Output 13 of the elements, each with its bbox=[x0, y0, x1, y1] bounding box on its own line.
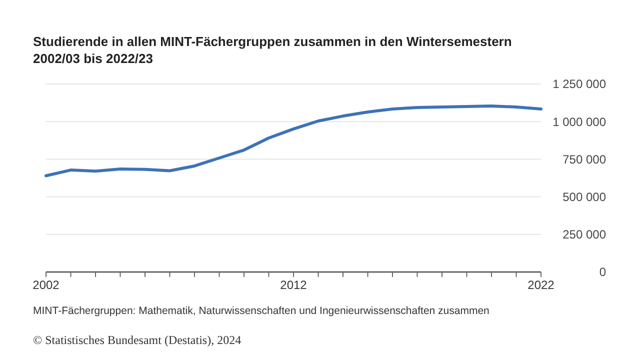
text: © Statistisches Bundesamt (Destatis), 2024 bbox=[33, 333, 242, 347]
y-tick-label: 1 000 000 bbox=[552, 114, 606, 129]
y-tick-label: 1 250 000 bbox=[552, 77, 606, 92]
y-tick-label: 500 000 bbox=[562, 190, 606, 204]
text: MINT-Fächergruppen: Mathematik, Naturwissenschaften und Ingenieurwissenschaften zusammen bbox=[33, 305, 490, 317]
y-tick-label: 0 bbox=[599, 265, 606, 280]
x-tick-label: 2012 bbox=[280, 278, 308, 292]
line-series bbox=[44, 104, 542, 178]
y-tick-label: 750 000 bbox=[562, 152, 606, 166]
x-tick-label: 2002 bbox=[32, 278, 60, 292]
y-tick-label: 250 000 bbox=[562, 228, 606, 242]
chart-title: Studierende in allen MINT-Fächergruppen zusammen in den Wintersemestern 2002/03 bis 2022/23 bbox=[33, 34, 512, 66]
x-tick-label: 2022 bbox=[528, 278, 555, 292]
